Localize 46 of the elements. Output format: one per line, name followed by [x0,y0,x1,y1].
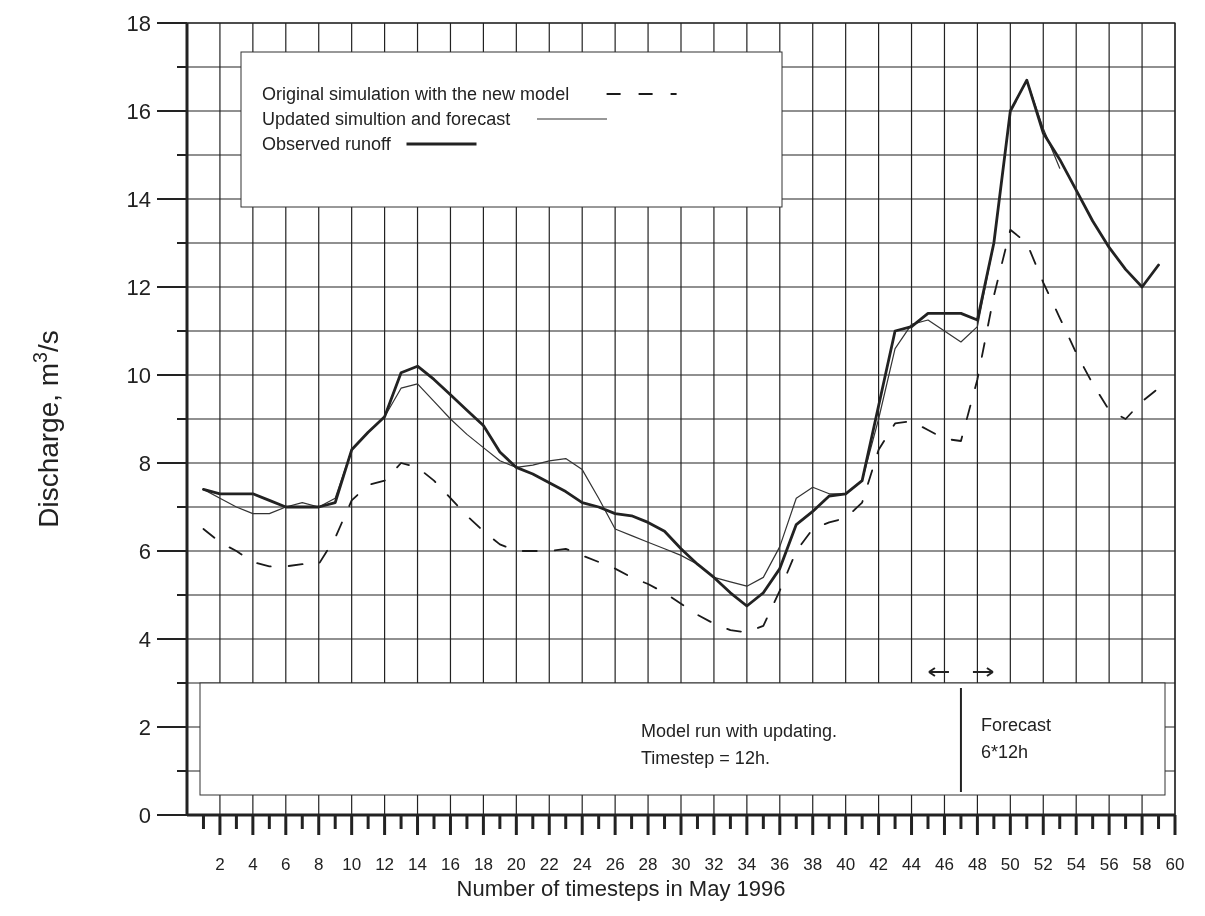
x-tick-label: 50 [1000,855,1020,874]
x-tick-label: 42 [869,855,889,874]
x-tick-label: 30 [671,855,691,874]
x-tick-label: 8 [314,855,324,874]
x-tick-label: 40 [836,855,856,874]
y-tick-label: 0 [138,803,151,828]
y-tick-label: 6 [138,539,151,564]
x-tick-label: 28 [638,855,658,874]
legend-label: Original simulation with the new model [262,84,570,104]
y-tick-label: 8 [138,451,151,476]
x-tick-label: 26 [605,855,625,874]
y-tick-label: 4 [138,627,151,652]
x-tick-label: 12 [375,855,395,874]
x-tick-label: 4 [248,855,258,874]
legend-label: Observed runoff [262,134,392,154]
x-tick-label: 48 [967,855,987,874]
y-tick-label: 2 [138,715,151,740]
x-tick-label: 38 [803,855,823,874]
x-tick-label: 58 [1132,855,1152,874]
x-tick-label: 34 [737,855,757,874]
x-tick-label: 18 [473,855,493,874]
y-tick-label: 16 [126,99,151,124]
x-tick-label: 6 [281,855,291,874]
x-tick-label: 2 [215,855,225,874]
y-tick-label: 18 [126,11,151,36]
x-tick-label: 14 [408,855,427,874]
x-tick-label: 54 [1066,855,1086,874]
annotation: Forecast 6*12h [980,715,1051,762]
y-tick-label: 10 [126,363,151,388]
legend-label: Updated simultion and forecast [262,109,511,129]
x-tick-label: 56 [1099,855,1119,874]
x-tick-label: 46 [935,855,954,874]
x-tick-label: 10 [342,855,362,874]
x-tick-label: 24 [572,855,592,874]
x-tick-label: 22 [539,855,559,874]
x-tick-label: 60 [1165,855,1185,874]
x-tick-label: 20 [506,855,526,874]
x-tick-label: 44 [902,855,921,874]
x-tick-label: 36 [770,855,790,874]
x-tick-label: 52 [1033,855,1053,874]
y-tick-label: 12 [126,275,151,300]
x-tick-label: 32 [704,855,724,874]
annotation: Model run with updating. Timestep = 12h. [641,721,838,768]
x-tick-label: 16 [441,855,460,874]
y-tick-label: 14 [126,187,151,212]
x-axis-title: Number of timesteps in May 1996 [456,876,786,901]
